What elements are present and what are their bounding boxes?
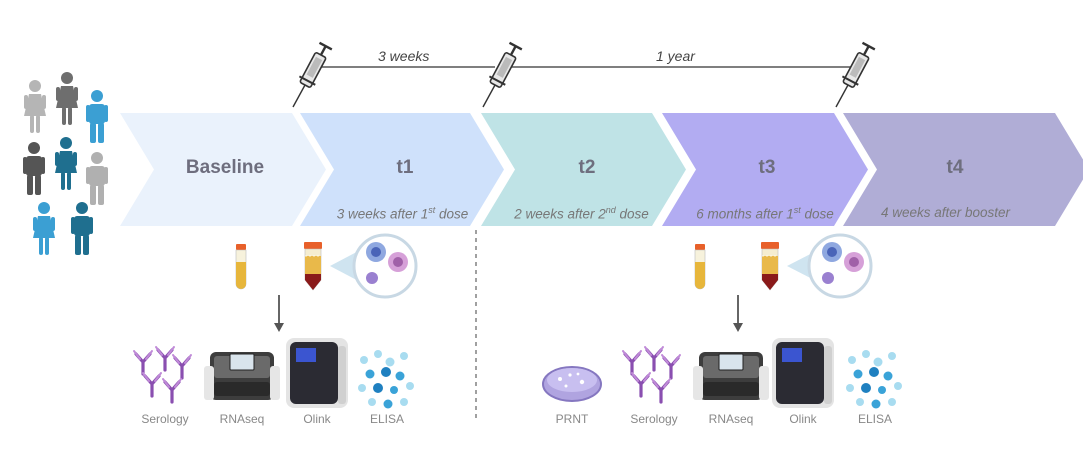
assay-label-serology: Serology xyxy=(630,412,678,426)
stage-chevron-t1 xyxy=(300,113,504,226)
stage-title-t1: t1 xyxy=(396,157,414,178)
stage-chevron-baseline xyxy=(120,113,326,226)
assay-label-elisa: ELISA xyxy=(857,412,893,426)
assay-label-elisa: ELISA xyxy=(369,412,405,426)
stage-chevron-t2 xyxy=(481,113,686,226)
participants-icon xyxy=(23,72,108,255)
stage-chevron-t3 xyxy=(662,113,868,226)
assay-label-serology: Serology xyxy=(141,412,189,426)
serology-icon xyxy=(621,345,682,404)
cells-magnifier-icon xyxy=(787,233,873,299)
prnt-plate-icon xyxy=(542,366,602,402)
plasma-tube-icon xyxy=(235,243,247,290)
assay-label-prnt: PRNT xyxy=(555,412,589,426)
stage-title-t2: t2 xyxy=(578,157,596,178)
stage-title-baseline: Baseline xyxy=(185,157,265,178)
rnaseq-machine-icon xyxy=(692,351,770,401)
rnaseq-machine-icon xyxy=(203,351,281,401)
assay-label-rnaseq: RNAseq xyxy=(219,412,265,426)
syringe-icon-booster xyxy=(834,41,877,109)
cells-magnifier-icon xyxy=(330,233,418,299)
stage-subtitle-t1: 3 weeks after 1st dose xyxy=(336,205,469,222)
elisa-icon xyxy=(846,350,902,409)
stage-subtitle-t4: 4 weeks after booster xyxy=(880,205,1011,220)
stage-subtitle-t2: 2 weeks after 2nd dose xyxy=(514,205,649,222)
assay-label-rnaseq: RNAseq xyxy=(708,412,754,426)
interval-label-3-weeks: 3 weeks xyxy=(378,48,430,64)
plasma-tube-icon xyxy=(694,243,706,290)
syringe-icon-dose-2 xyxy=(481,41,524,109)
blood-tube-icon xyxy=(760,241,780,291)
stage-chevron-t4 xyxy=(843,113,1083,226)
elisa-icon xyxy=(358,350,414,409)
serology-icon xyxy=(132,345,193,404)
olink-machine-icon xyxy=(772,338,834,408)
stage-title-t4: t4 xyxy=(946,157,964,178)
assay-label-olink: Olink xyxy=(303,412,331,426)
interval-label-1-year: 1 year xyxy=(656,48,695,64)
blood-tube-icon xyxy=(303,241,323,291)
syringe-icon-dose-1 xyxy=(291,41,334,109)
olink-machine-icon xyxy=(286,338,348,408)
stage-title-t3: t3 xyxy=(758,157,776,178)
assay-label-olink: Olink xyxy=(789,412,817,426)
stage-subtitle-t3: 6 months after 1st dose xyxy=(696,205,834,222)
